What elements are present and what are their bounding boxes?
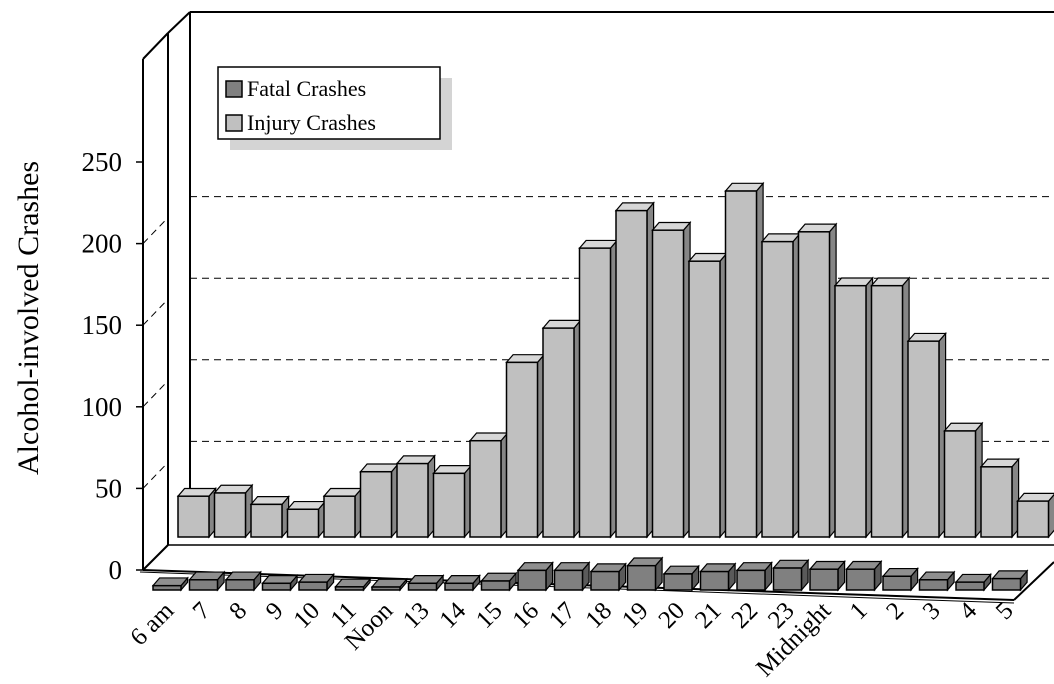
fatal-bar [261, 573, 299, 592]
fatal-bar [407, 573, 445, 592]
injury-bar [213, 483, 254, 539]
injury-bar [359, 462, 400, 539]
injury-bar [249, 495, 290, 539]
legend-swatch [225, 114, 243, 132]
y-axis: 0 50 100 150 200 250 [82, 147, 143, 585]
x-tick-label: 8 [224, 597, 252, 625]
x-tick-label: 10 [288, 597, 325, 634]
x-tick-label: 2 [881, 597, 909, 625]
y-tick-label: 200 [82, 229, 123, 259]
fatal-series [151, 556, 1029, 592]
fatal-bar [954, 572, 992, 592]
x-tick-label: 13 [398, 597, 435, 634]
x-tick-label: 9 [261, 597, 289, 625]
injury-bar [687, 251, 728, 539]
injury-bar [870, 276, 911, 539]
x-tick-label: 14 [434, 597, 471, 634]
injury-bar [724, 181, 765, 539]
x-tick-label: 20 [653, 597, 690, 634]
injury-bar [906, 331, 947, 539]
fatal-bar [626, 556, 664, 592]
x-tick-label: 19 [617, 597, 654, 634]
injury-bar [833, 276, 874, 539]
injury-bar [432, 464, 473, 539]
legend-swatch [225, 80, 243, 98]
y-tick-label: 150 [82, 310, 123, 340]
injury-bar [943, 421, 984, 539]
fatal-bar [845, 559, 883, 592]
x-tick-label: 5 [991, 597, 1019, 625]
floor-left-edge [142, 544, 169, 571]
fatal-bar [297, 572, 335, 592]
injury-bar [505, 353, 546, 539]
fatal-bar [370, 577, 408, 592]
legend-label: Fatal Crashes [247, 76, 366, 101]
injury-series [176, 181, 1054, 539]
y-tick-label: 0 [109, 555, 123, 585]
injury-bar [468, 431, 509, 539]
fatal-bar [334, 577, 372, 592]
x-tick-label: 1 [845, 597, 873, 625]
floor-right-edge [1013, 561, 1054, 601]
injury-bar [797, 222, 838, 539]
y-axis-label: Alcohol-involved Crashes [12, 161, 45, 475]
y-tick-label: 250 [82, 147, 123, 177]
injury-bar [1016, 492, 1054, 539]
injury-bar [760, 232, 801, 539]
x-tick-label: 6 am [125, 597, 179, 651]
x-tick-label: 17 [544, 597, 581, 634]
fatal-bar [991, 569, 1029, 592]
fatal-bar [699, 562, 737, 592]
fatal-bar [881, 566, 919, 592]
fatal-bar [918, 570, 956, 592]
x-tick-label: 7 [188, 597, 216, 625]
fatal-bar [516, 561, 554, 592]
fatal-bar [443, 573, 481, 592]
x-tick-label: 21 [690, 597, 727, 634]
x-tick-label: 22 [726, 597, 763, 634]
injury-bar [395, 454, 436, 539]
y-tick-label: 100 [82, 392, 123, 422]
fatal-bar [151, 576, 189, 592]
fatal-bar [735, 561, 773, 592]
fatal-bar [480, 571, 518, 592]
injury-bar [578, 238, 619, 539]
injury-bar [979, 457, 1020, 539]
fatal-bar [553, 561, 591, 592]
legend: Fatal Crashes Injury Crashes [217, 66, 452, 150]
x-tick-label: 16 [507, 597, 544, 634]
y-tick-label: 50 [95, 473, 122, 503]
x-tick-label: 18 [580, 597, 617, 634]
legend-label: Injury Crashes [247, 110, 376, 135]
injury-bar [286, 499, 327, 539]
chart-frame [142, 11, 1054, 570]
fatal-bar [224, 570, 262, 592]
fatal-bar [589, 562, 627, 592]
gridline-side [142, 462, 169, 489]
gridline-side [142, 298, 169, 326]
x-tick-label: 15 [471, 597, 508, 634]
x-tick-label: 3 [918, 597, 946, 625]
legend-box [217, 66, 441, 140]
injury-bar [541, 318, 582, 539]
fatal-bar [188, 570, 226, 592]
injury-bar [651, 220, 692, 539]
fatal-bar [662, 564, 700, 592]
injury-bar [322, 486, 363, 539]
injury-bar [614, 201, 655, 539]
gridline-side [142, 217, 169, 244]
fatal-bar [808, 559, 846, 592]
gridline-side [142, 380, 169, 408]
x-tick-label: Midnight [751, 597, 836, 682]
injury-bar [176, 486, 217, 539]
fatal-bar [772, 558, 810, 592]
